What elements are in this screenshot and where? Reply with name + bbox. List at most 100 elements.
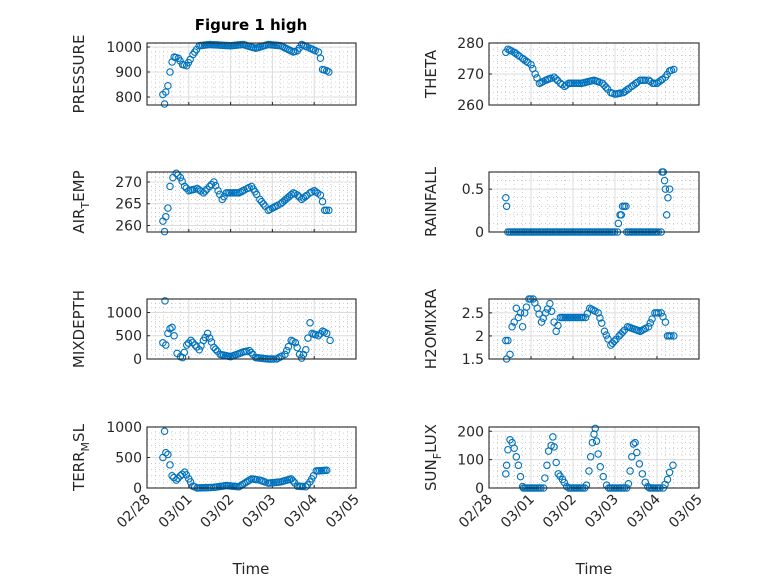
data-point [635,460,644,468]
data-point [596,314,604,322]
data-point [247,348,255,357]
data-point [172,169,181,178]
data-point [207,180,216,189]
data-point [284,342,293,351]
data-point [195,345,204,354]
data-point [547,307,556,316]
data-point [575,79,584,88]
data-point [622,202,630,211]
data-point [203,329,212,338]
axes-box [146,171,357,233]
y-label-subscript: M [79,442,92,452]
data-point [654,309,663,317]
data-point [585,467,593,475]
data-point [168,323,176,332]
data-point [502,193,510,202]
data-point [550,443,558,451]
data-point [617,211,626,219]
x-tick-label: 02/28 [114,492,154,532]
data-point [641,76,650,84]
data-point [644,322,653,331]
data-point [512,304,521,312]
data-point [614,219,623,228]
y-tick-label: 2.5 [462,306,484,322]
y-label-main: AIR [70,209,88,234]
data-point [667,332,675,340]
x-axis-label-right: Time [575,560,613,578]
y-label-main: MIXDEPTH [70,290,88,368]
data-point [623,86,631,94]
y-tick-label: 500 [115,329,142,345]
data-point [547,74,555,83]
data-point [252,475,261,484]
data-point [670,65,678,74]
data-point [586,453,595,461]
data-point [514,313,523,322]
y-label-main: RAINFALL [422,166,440,237]
y-label-main: SUN [422,459,440,491]
data-point [316,54,325,62]
data-point [211,345,220,354]
y-tick-label: 1000 [106,305,142,321]
data-point [663,475,672,484]
y-axis-label: MIXDEPTH [70,290,88,368]
x-tick-label: 03/01 [498,492,538,532]
data-point [670,332,678,340]
x-tick-label: 03/02 [540,492,580,532]
data-point [661,318,670,326]
data-point [166,461,174,469]
y-tick-label: 280 [457,36,484,52]
data-point [512,453,521,461]
data-point [669,461,677,470]
y-tick-label: 270 [115,175,142,191]
data-point [594,450,602,458]
y-tick-label: 265 [115,197,142,213]
subplot-8: 0 100 200 SUNFLUX 02/28 03/01 03/02 03/03 03/04 0… [422,424,706,531]
data-point [318,197,327,206]
data-point [631,438,639,447]
subplot-5: 0 500 1000 MIXDEPTH [70,290,357,368]
data-point [186,478,195,486]
data-point [214,186,222,195]
data-point [164,204,172,212]
data-point [316,191,325,199]
y-tick-label: 2 [475,329,484,345]
data-point [282,346,291,355]
data-point [302,483,310,491]
axes-box [488,426,700,489]
data-point [531,70,539,78]
subplot-7: 0 500 1000 TERRMSL 02/28 03/01 03/02 03/03 03/04… [70,420,363,531]
data-point [579,313,587,322]
x-tick-label: 03/04 [624,491,664,531]
data-point [518,322,527,331]
data-point [322,466,331,475]
data-point [187,336,195,345]
y-tick-label: 260 [115,218,142,234]
y-tick-label: 0 [475,225,484,241]
data-point [314,331,323,340]
figure-title: Figure 1 high [195,16,308,34]
y-axis-label: TERRMSL [70,423,92,492]
y-tick-label: 100 [457,453,484,469]
y-label-main: THETA [422,49,440,99]
y-tick-label: 1.5 [462,352,484,368]
data-point [201,187,209,195]
data-point [504,336,512,345]
data-point [554,470,563,478]
data-point [541,474,549,482]
data-point [304,334,312,342]
data-point [176,173,185,182]
y-tick-label: 500 [115,451,142,467]
data-point [650,79,659,88]
data-point [624,479,633,488]
y-tick-label: 1000 [106,420,142,436]
data-point [293,191,302,199]
data-point [600,327,609,336]
data-point [554,321,562,330]
data-point [602,331,610,339]
axes-background [147,172,356,232]
data-point [170,473,178,482]
y-tick-label: 0 [475,481,484,497]
data-point [516,472,525,481]
data-point [164,82,172,90]
